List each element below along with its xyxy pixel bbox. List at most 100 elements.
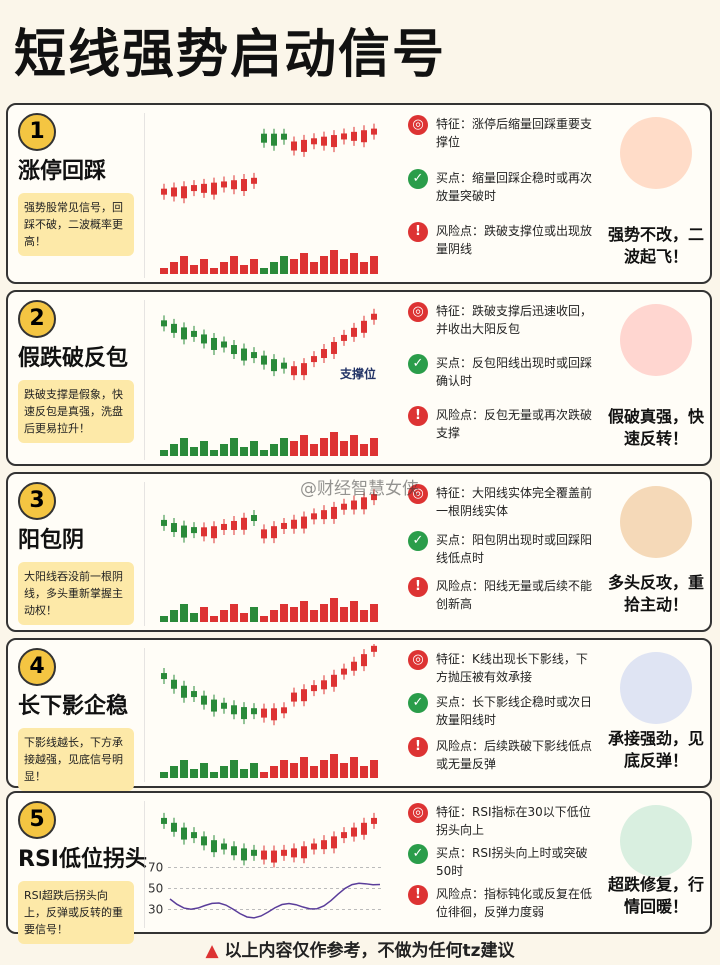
candle: [191, 691, 197, 698]
volume-bar: [340, 441, 348, 456]
slogan: 假破真强，快速反转！: [607, 407, 704, 448]
point: ✓ 买点：反包阳线出现时或回踩确认时: [408, 354, 598, 390]
volume-bar: [210, 450, 218, 456]
volume-bar: [260, 772, 268, 778]
candle: [351, 327, 357, 337]
candle: [241, 348, 247, 361]
candle: [211, 337, 217, 350]
candle: [161, 188, 167, 195]
candle: [261, 133, 267, 143]
candle: [291, 519, 297, 529]
candle: [191, 185, 197, 192]
chart-illustration: 反包阳线支撑位假跌破反包时放量: [144, 300, 378, 460]
chart-illustration: 阳包阴放量上涨: [144, 482, 378, 626]
point: ✓ 买点：RSI拐头向上时或突破50时: [408, 844, 598, 880]
candle: [271, 359, 277, 372]
rsi-line: [169, 882, 381, 919]
candle: [321, 680, 327, 690]
candle: [171, 822, 177, 832]
candle: [251, 849, 257, 856]
candle: [291, 848, 297, 858]
point-icon: ✓: [408, 354, 428, 374]
volume-bar: [180, 760, 188, 778]
point-text: 特征：RSI指标在30以下低位拐头向上: [436, 805, 591, 837]
panel-number: 4: [18, 648, 56, 686]
point-icon: ◎: [408, 115, 428, 135]
point-icon: ✓: [408, 844, 428, 864]
volume-bar: [370, 438, 378, 456]
candle: [221, 702, 227, 709]
volume-bar: [260, 616, 268, 622]
candle: [251, 352, 257, 359]
candle: [181, 685, 187, 698]
volume-bar: [340, 259, 348, 274]
illustration: [620, 805, 692, 877]
footer: ▲ 以上内容仅作参考，不做为任何tz建议: [205, 941, 515, 961]
volume-bar: [220, 262, 228, 274]
panel: 5RSI低位拐头RSI超跌后拐头向上，反弹或反转的重要信号！705030低位拐头…: [6, 791, 712, 944]
slogan: 多头反攻，重拾主动！: [607, 573, 704, 614]
candle: [231, 705, 237, 715]
volume-bar: [310, 610, 318, 622]
volume-bar: [350, 601, 358, 622]
candle: [171, 679, 177, 689]
candle: [171, 323, 177, 333]
volume-bar: [160, 268, 168, 274]
point-icon: !: [408, 885, 428, 905]
volume-bar: [370, 604, 378, 622]
candle: [191, 527, 197, 534]
candle: [191, 330, 197, 337]
volume-bar: [220, 444, 228, 456]
point-icon: !: [408, 406, 428, 426]
volume-bar: [350, 435, 358, 456]
point-icon: !: [408, 736, 428, 757]
volume-bar: [210, 616, 218, 622]
candle: [211, 840, 217, 853]
candle: [211, 182, 217, 195]
candle: [321, 840, 327, 850]
watermark: @财经智慧女侠: [300, 479, 419, 499]
chart-illustration: 涨停板回踩支撑位回踩缩量: [144, 113, 378, 278]
point: ✓ 买点：缩量回踩企稳时或再次放量突破时: [408, 168, 598, 205]
candle: [311, 513, 317, 520]
point-text: 买点：长下影线企稳时或次日放量阳线时: [436, 695, 593, 728]
volume-bar: [230, 256, 238, 274]
candle: [351, 500, 357, 510]
candle: [261, 850, 267, 860]
point: ! 风险点：反包无量或再次跌破支撑: [408, 406, 598, 442]
volume-bar: [230, 604, 238, 622]
volume-bar: [280, 256, 288, 274]
volume-bar: [250, 259, 258, 274]
candle: [271, 850, 277, 863]
slogan: 超跌修复，行情回暖！: [607, 875, 704, 916]
volume-bar: [330, 754, 338, 778]
point-text: 买点：缩量回踩企稳时或再次放量突破时: [436, 170, 593, 203]
point: ◎ 特征：大阳线实体完全覆盖前一根阴线实体: [408, 484, 598, 520]
candle: [271, 526, 277, 539]
volume-bar: [190, 613, 198, 622]
candle: [331, 836, 337, 849]
slogan: 承接强劲，见底反弹！: [607, 729, 704, 770]
candle: [241, 179, 247, 192]
point: ! 风险点：跌破支撑位或出现放量阴线: [408, 222, 598, 258]
volume-bar: [170, 610, 178, 622]
volume-bar: [240, 769, 248, 778]
candle: [201, 527, 207, 537]
point-icon: ✓: [408, 693, 428, 714]
point: ◎ 特征：K线出现长下影线，下方抛压被有效承接: [408, 650, 598, 686]
illustration: [620, 486, 692, 558]
volume-bar: [160, 450, 168, 456]
volume-bar: [210, 268, 218, 274]
volume-bar: [280, 760, 288, 778]
candle: [361, 497, 367, 510]
volume-bar: [240, 613, 248, 622]
candle: [161, 320, 167, 327]
volume-bar: [300, 253, 308, 274]
volume-bar: [360, 444, 368, 456]
volume-bar: [230, 438, 238, 456]
volume-bar: [170, 262, 178, 274]
candle: [211, 526, 217, 539]
point: ◎ 特征：跌破支撑后迅速收回，并收出大阳反包: [408, 302, 598, 338]
